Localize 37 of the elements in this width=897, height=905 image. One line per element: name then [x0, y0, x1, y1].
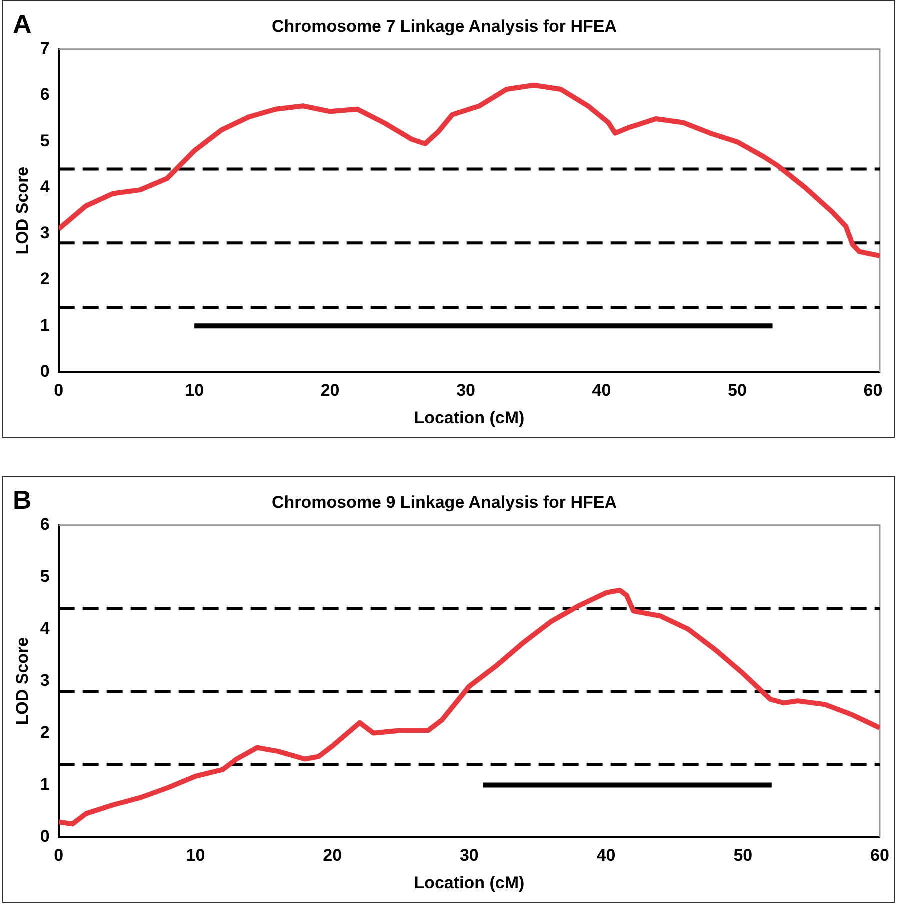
x-tick-label: 50 [728, 381, 747, 400]
chart-title: Chromosome 7 Linkage Analysis for HFEA [272, 16, 618, 36]
y-tick-label: 0 [40, 826, 50, 846]
x-tick-label: 40 [592, 381, 612, 400]
y-tick-label: 5 [40, 567, 50, 586]
x-tick-label: 20 [323, 846, 342, 866]
y-tick-label: 4 [40, 619, 50, 638]
text: A [13, 9, 32, 40]
y-tick-label: 3 [40, 224, 50, 243]
x-tick-label: 10 [186, 846, 206, 866]
x-tick-label: 10 [185, 381, 204, 400]
x-tick-label: 30 [456, 381, 476, 400]
y-tick-label: 6 [40, 85, 50, 104]
y-tick-label: 1 [40, 774, 50, 794]
y-tick-label: 7 [40, 39, 50, 58]
y-tick-label: 3 [40, 670, 50, 690]
text: B [13, 485, 32, 516]
chart-title: Chromosome 9 Linkage Analysis for HFEA [272, 492, 618, 512]
y-tick-label: 1 [40, 316, 50, 335]
x-axis-title: Location (cM) [414, 408, 525, 428]
x-tick-label: 30 [460, 846, 479, 866]
x-tick-label: 50 [734, 846, 753, 866]
y-tick-label: 5 [40, 131, 50, 150]
y-tick-label: 2 [40, 270, 50, 289]
y-tick-label: 6 [40, 515, 50, 534]
x-tick-label: 0 [54, 381, 64, 400]
y-tick-label: 4 [40, 177, 50, 196]
y-tick-label: 2 [40, 722, 50, 742]
y-axis-title: LOD Score [12, 637, 32, 726]
x-tick-label: 0 [54, 846, 64, 866]
x-tick-label: 20 [320, 381, 340, 400]
y-axis-title: LOD Score [12, 166, 32, 255]
x-tick-label: 40 [596, 846, 616, 866]
x-tick-label: 60 [864, 381, 883, 400]
y-tick-label: 0 [40, 362, 50, 381]
x-axis-title: Location (cM) [414, 873, 525, 892]
x-tick-label: 60 [870, 846, 890, 866]
